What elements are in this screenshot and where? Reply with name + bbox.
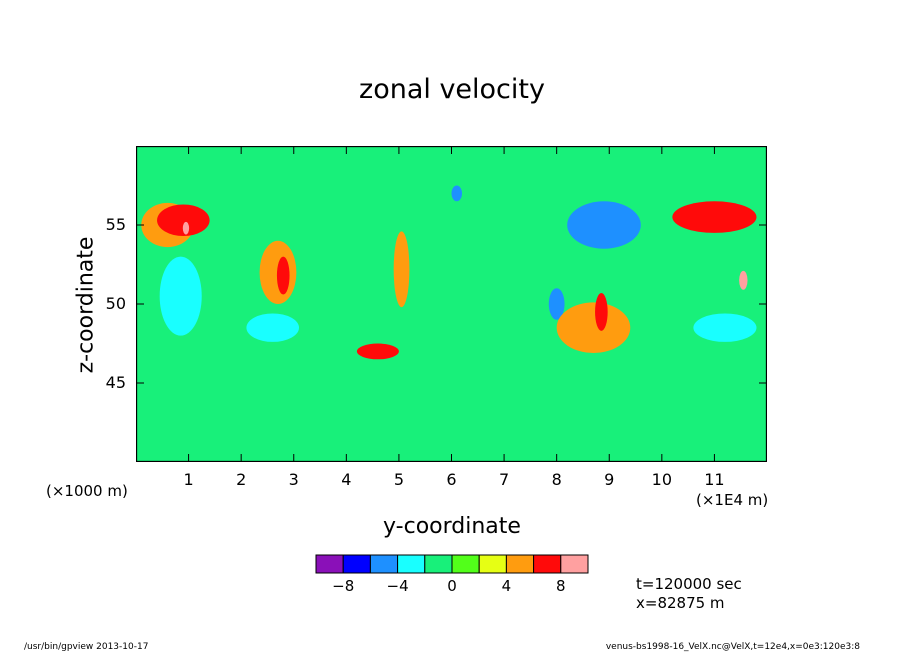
- x-tick-label: 3: [288, 470, 299, 489]
- contour-region-4: [246, 313, 300, 342]
- x-tick-label: 5: [393, 470, 404, 489]
- x-tick-label: 8: [551, 470, 562, 489]
- colorbar-label: −8: [332, 577, 355, 595]
- x-tick-label: 11: [704, 470, 725, 489]
- contour-region-11: [548, 288, 565, 320]
- colorbar-label: 8: [556, 577, 566, 595]
- y-axis-label: z-coordinate: [73, 236, 99, 374]
- colorbar-swatch: [369, 554, 399, 574]
- contour-region-10: [567, 201, 641, 249]
- contour-region-6: [276, 256, 290, 295]
- colorbar-label: 0: [447, 577, 457, 595]
- contour-region-8: [356, 343, 399, 360]
- y-tick-label: 45: [105, 373, 126, 392]
- colorbar: [315, 554, 589, 574]
- colorbar-swatch: [397, 554, 426, 574]
- x-axis-multiplier: (×1E4 m): [696, 491, 769, 509]
- plot-area: [136, 146, 767, 462]
- contour-region-16: [693, 313, 757, 342]
- contour-region-3: [159, 256, 202, 336]
- y-axis-multiplier: (×1000 m): [46, 482, 128, 500]
- colorbar-swatch: [315, 554, 344, 574]
- chart-title: zonal velocity: [359, 74, 545, 105]
- x-tick-label: 6: [446, 470, 457, 489]
- colorbar-swatch: [342, 554, 371, 574]
- position-value: x=82875 m: [636, 594, 725, 612]
- x-tick-label: 2: [236, 470, 247, 489]
- colorbar-swatch: [424, 554, 453, 574]
- plot-background: [136, 146, 767, 462]
- footer-source: venus-bs1998-16_VelX.nc@VelX,t=12e4,x=0e…: [605, 642, 860, 652]
- x-axis-label: y-coordinate: [0, 514, 904, 539]
- colorbar-swatch: [560, 554, 589, 574]
- contour-features: [141, 185, 757, 360]
- time-value: t=120000 sec: [636, 575, 742, 593]
- colorbar-swatch: [533, 554, 562, 574]
- colorbar-swatch: [505, 554, 535, 574]
- x-tick-label: 7: [498, 470, 510, 489]
- x-tick-label: 4: [341, 470, 352, 489]
- x-tick-label: 9: [604, 470, 615, 489]
- x-tick-label: 1: [183, 470, 194, 489]
- colorbar-label: 4: [501, 577, 512, 595]
- contour-region-12: [556, 302, 631, 353]
- colorbar-swatch: [451, 554, 480, 574]
- x-axis-label-text: y-coordinate: [383, 514, 521, 539]
- contour-region-7: [393, 231, 410, 308]
- contour-region-13: [595, 292, 608, 331]
- footer-program: /usr/bin/gpview 2013-10-17: [24, 642, 149, 652]
- contour-region-14: [672, 201, 757, 233]
- axis-ticks: [136, 146, 767, 462]
- y-tick-label: 50: [105, 294, 126, 313]
- contour-region-9: [451, 185, 463, 202]
- colorbar-swatch: [478, 554, 507, 574]
- contour-region-2: [182, 221, 190, 235]
- time-info: t=120000 sec x=82875 m: [636, 575, 742, 613]
- y-tick-label: 55: [105, 215, 126, 234]
- contour-region-1: [157, 204, 210, 237]
- colorbar-label: −4: [386, 577, 409, 595]
- contour-region-15: [739, 270, 748, 290]
- x-tick-label: 10: [651, 470, 672, 489]
